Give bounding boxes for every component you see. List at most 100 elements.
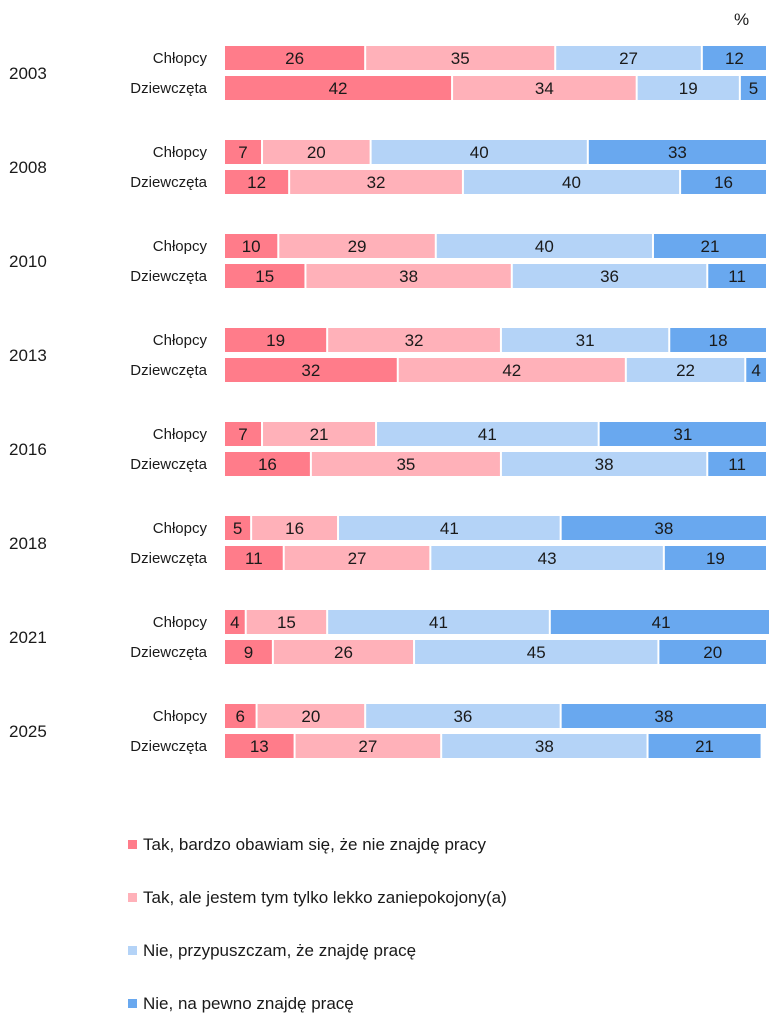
data-label: 4 xyxy=(230,613,239,632)
group-label-2003: 2003 xyxy=(9,64,47,83)
bar-segment xyxy=(436,234,652,258)
data-label: 12 xyxy=(247,173,266,192)
category-label: Chłopcy xyxy=(153,50,208,67)
category-label: Chłopcy xyxy=(153,332,208,349)
bar-segment xyxy=(556,46,701,70)
data-label: 40 xyxy=(470,143,489,162)
bar-segment xyxy=(681,170,766,194)
bar-segment xyxy=(599,422,766,446)
bar-segment xyxy=(263,422,376,446)
bar-segment xyxy=(664,546,766,570)
legend-swatch xyxy=(128,840,137,849)
bar-segment xyxy=(225,46,365,70)
bar-segment xyxy=(295,734,441,758)
bar-segment xyxy=(225,704,256,728)
bar-segment xyxy=(637,76,739,100)
data-label: 36 xyxy=(600,267,619,286)
bar-segment xyxy=(225,264,305,288)
legend-swatch xyxy=(128,946,137,955)
data-label: 35 xyxy=(451,49,470,68)
data-label: 16 xyxy=(258,455,277,474)
data-label: 7 xyxy=(238,143,247,162)
data-label: 32 xyxy=(405,331,424,350)
data-label: 34 xyxy=(535,79,554,98)
data-label: 9 xyxy=(244,643,253,662)
group-label-2018: 2018 xyxy=(9,534,47,553)
data-label: 38 xyxy=(654,707,673,726)
data-label: 15 xyxy=(277,613,296,632)
bar-segment xyxy=(225,76,452,100)
category-label: Chłopcy xyxy=(153,708,208,725)
data-label: 6 xyxy=(236,707,245,726)
bar-segment xyxy=(225,234,278,258)
bar-segment xyxy=(377,422,598,446)
category-label: Chłopcy xyxy=(153,426,208,443)
data-label: 10 xyxy=(242,237,261,256)
legend-item: Nie, na pewno znajdę pracę xyxy=(128,977,507,1030)
data-label: 11 xyxy=(728,267,746,286)
data-label: 36 xyxy=(453,707,472,726)
bar-segment xyxy=(550,610,769,634)
data-label: 19 xyxy=(706,549,725,568)
bar-segment xyxy=(398,358,625,382)
category-label: Chłopcy xyxy=(153,144,208,161)
bar-segment xyxy=(501,328,669,352)
data-label: 32 xyxy=(301,361,320,380)
bar-segment xyxy=(263,140,370,164)
data-label: 33 xyxy=(668,143,687,162)
data-label: 38 xyxy=(535,737,554,756)
group-label-2013: 2013 xyxy=(9,346,47,365)
bar-segment xyxy=(252,516,338,540)
group-label-2021: 2021 xyxy=(9,628,47,647)
data-label: 16 xyxy=(285,519,304,538)
category-label: Dziewczęta xyxy=(130,362,207,379)
category-label: Dziewczęta xyxy=(130,456,207,473)
bar-segment xyxy=(463,170,680,194)
legend-item: Tak, bardzo obawiam się, że nie znajdę p… xyxy=(128,818,507,871)
bar-segment xyxy=(653,234,766,258)
data-label: 21 xyxy=(701,237,720,256)
data-label: 15 xyxy=(255,267,274,286)
bar-segment xyxy=(431,546,663,570)
unit-label: % xyxy=(734,10,750,29)
legend-item: Nie, przypuszczam, że znajdę pracę xyxy=(128,924,507,977)
data-label: 20 xyxy=(301,707,320,726)
data-label: 41 xyxy=(652,613,671,632)
data-label: 11 xyxy=(245,549,263,568)
data-label: 38 xyxy=(595,455,614,474)
bar-segment xyxy=(246,610,327,634)
bar-segment xyxy=(225,610,245,634)
bar-segment xyxy=(453,76,636,100)
data-label: 40 xyxy=(535,237,554,256)
data-label: 31 xyxy=(673,425,692,444)
bar-segment xyxy=(371,140,587,164)
data-label: 12 xyxy=(725,49,744,68)
data-label: 21 xyxy=(695,737,714,756)
data-label: 27 xyxy=(348,549,367,568)
data-label: 4 xyxy=(751,361,760,380)
data-label: 41 xyxy=(429,613,448,632)
bar-segment xyxy=(306,264,511,288)
category-label: Dziewczęta xyxy=(130,80,207,97)
legend-item: Tak, ale jestem tym tylko lekko zaniepok… xyxy=(128,871,507,924)
bar-segment xyxy=(746,358,766,382)
data-label: 19 xyxy=(266,331,285,350)
bar-segment xyxy=(290,170,462,194)
category-label: Chłopcy xyxy=(153,614,208,631)
data-label: 45 xyxy=(527,643,546,662)
category-label: Dziewczęta xyxy=(130,550,207,567)
legend: Tak, bardzo obawiam się, że nie znajdę p… xyxy=(128,818,507,1030)
category-label: Dziewczęta xyxy=(130,174,207,191)
data-label: 27 xyxy=(619,49,638,68)
data-label: 20 xyxy=(307,143,326,162)
category-label: Chłopcy xyxy=(153,520,208,537)
stacked-bar-chart: 2003 Chłopcy 26 35 27 12 Dziewczęta 42 34 19 5 2008… xyxy=(9,46,769,758)
bar-segment xyxy=(708,452,766,476)
bar-segment xyxy=(702,46,766,70)
bar-segment xyxy=(626,358,745,382)
legend-swatch xyxy=(128,999,137,1008)
data-label: 26 xyxy=(285,49,304,68)
data-label: 27 xyxy=(358,737,377,756)
bar-segment xyxy=(257,704,365,728)
category-label: Dziewczęta xyxy=(130,644,207,661)
